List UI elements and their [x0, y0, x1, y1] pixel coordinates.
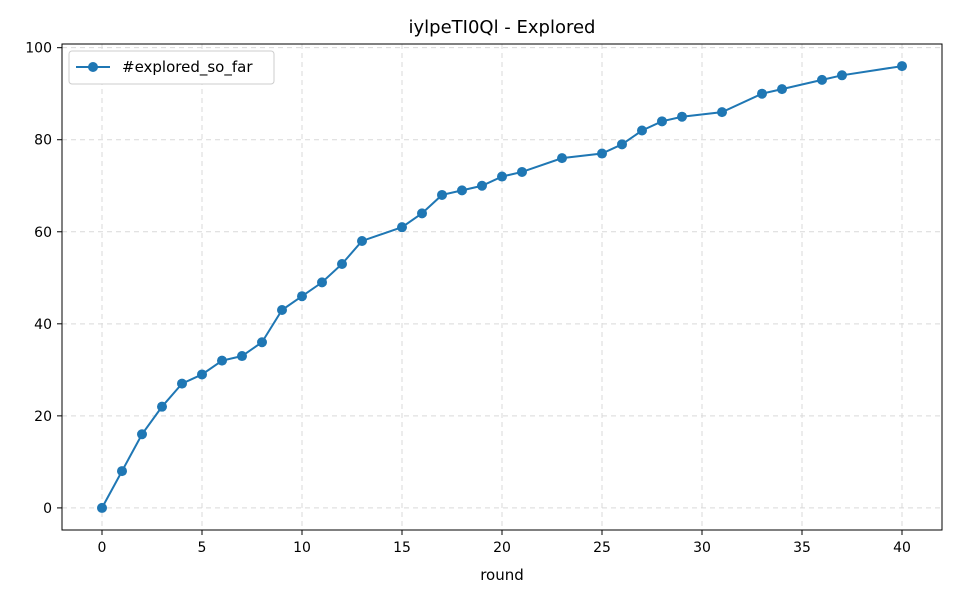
- data-point: [317, 277, 327, 288]
- data-point: [197, 369, 207, 380]
- x-tick-label: 5: [198, 540, 207, 556]
- data-point: [777, 84, 787, 95]
- data-point: [177, 378, 187, 389]
- data-point: [897, 61, 907, 72]
- data-point: [677, 111, 687, 122]
- series-layer: [97, 61, 907, 513]
- x-tick-label: 30: [693, 540, 711, 556]
- y-axis-ticks: 0 20 40 60 80 100: [25, 41, 62, 517]
- data-point: [437, 189, 447, 200]
- legend-marker: [88, 62, 98, 72]
- data-point: [497, 171, 507, 182]
- data-point: [277, 305, 287, 316]
- data-point: [597, 148, 607, 159]
- data-point: [837, 70, 847, 81]
- x-tick-label: 10: [293, 540, 311, 556]
- legend: #explored_so_far: [68, 50, 275, 85]
- data-point: [557, 153, 567, 164]
- x-tick-label: 40: [893, 540, 911, 556]
- data-point: [237, 351, 247, 362]
- data-point: [657, 116, 667, 127]
- data-point: [217, 355, 227, 366]
- data-point: [477, 180, 487, 191]
- data-point: [357, 235, 367, 246]
- y-tick-label: 80: [34, 133, 52, 149]
- data-point: [257, 337, 267, 348]
- data-point: [417, 208, 427, 219]
- y-tick-label: 100: [25, 41, 52, 57]
- x-tick-label: 25: [593, 540, 611, 556]
- x-tick-label: 35: [793, 540, 811, 556]
- x-tick-label: 15: [393, 540, 411, 556]
- y-tick-label: 0: [43, 501, 52, 517]
- chart-title: iylpeTI0Ql - Explored: [409, 17, 596, 38]
- data-point: [717, 107, 727, 118]
- data-point: [517, 166, 527, 177]
- data-point: [157, 401, 167, 412]
- x-axis-ticks: 0 5 10 15 20 25 30 35 40: [98, 530, 911, 556]
- grid: [62, 44, 942, 530]
- data-point: [137, 429, 147, 440]
- y-tick-label: 60: [34, 225, 52, 241]
- data-point: [97, 502, 107, 513]
- x-axis-label: round: [480, 566, 524, 584]
- data-point: [617, 139, 627, 150]
- x-tick-label: 0: [98, 540, 107, 556]
- data-point: [337, 258, 347, 269]
- legend-box: [68, 50, 275, 85]
- data-point: [757, 88, 767, 99]
- data-point: [817, 74, 827, 85]
- y-tick-label: 20: [34, 409, 52, 425]
- data-point: [297, 291, 307, 302]
- data-point: [457, 185, 467, 196]
- x-tick-label: 20: [493, 540, 511, 556]
- legend-label: #explored_so_far: [122, 58, 253, 77]
- data-point: [637, 125, 647, 136]
- data-point: [397, 222, 407, 233]
- y-tick-label: 40: [34, 317, 52, 333]
- data-point: [117, 466, 127, 477]
